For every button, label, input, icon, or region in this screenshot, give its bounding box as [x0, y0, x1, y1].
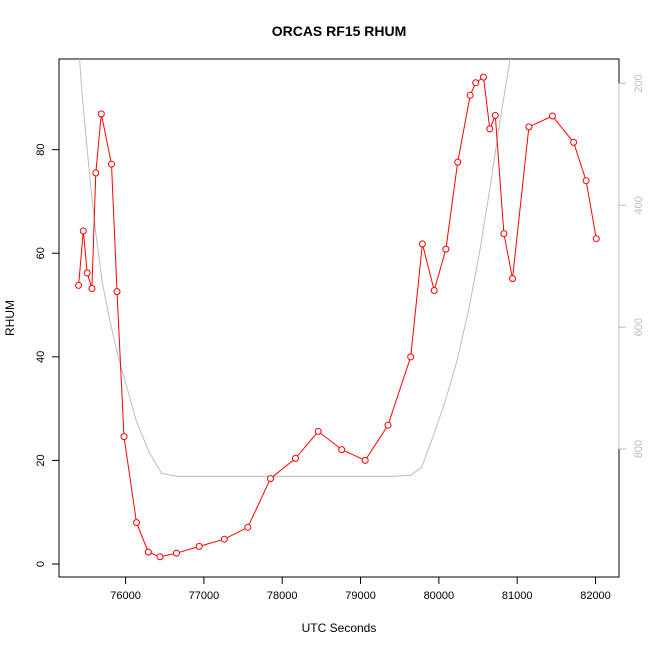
secondary-tick-label: 800 — [633, 440, 645, 458]
x-tick-label: 82000 — [580, 590, 611, 602]
rhum-data-point — [548, 112, 556, 120]
rhum-data-point — [195, 542, 203, 550]
rhum-data-point — [361, 456, 369, 464]
rhum-data-point — [133, 519, 140, 527]
rhum-series-line — [78, 76, 597, 558]
rhum-data-point — [407, 353, 415, 361]
x-tick-label: 77000 — [189, 590, 220, 602]
x-axis-label: UTC Seconds — [302, 621, 377, 635]
rhum-data-point — [75, 281, 83, 289]
rhum-data-point — [97, 110, 105, 118]
rhum-data-point — [466, 91, 474, 99]
series-layer — [75, 73, 600, 561]
secondary-layer — [79, 59, 511, 477]
rhum-data-point — [144, 548, 152, 556]
axes-layer: 76000 77000 78000 79000 80000 81000 82000 0 20 40… — [35, 74, 645, 602]
y-tick-label-0: 0 — [35, 561, 47, 567]
rhum-data-point — [244, 523, 252, 531]
x-tick-label: 81000 — [502, 590, 533, 602]
rhum-data-point — [430, 287, 438, 294]
rhum-data-point — [173, 549, 180, 557]
rhum-data-point — [384, 421, 392, 429]
y-tick-label-60: 60 — [35, 247, 47, 259]
rhum-data-point — [480, 73, 487, 81]
y-tick-label-20: 20 — [35, 454, 47, 466]
rhum-data-point — [108, 160, 115, 168]
rhum-data-point — [267, 475, 274, 483]
secondary-tick-label: 200 — [633, 74, 645, 92]
rhum-data-point — [120, 433, 128, 441]
rhum-data-point — [570, 138, 578, 146]
rhum-data-point — [156, 553, 164, 561]
rhum-data-point — [338, 446, 346, 454]
rhum-data-point — [88, 285, 96, 292]
chart-title: ORCAS RF15 RHUM — [272, 23, 407, 39]
rhum-data-point — [592, 235, 600, 243]
y-tick-label-80: 80 — [35, 144, 47, 156]
x-tick-label: 76000 — [110, 590, 141, 602]
rhum-data-point — [582, 177, 590, 185]
y-axis-label: RHUM — [3, 300, 17, 336]
rhum-data-point — [525, 123, 533, 131]
rhum-data-point — [442, 245, 450, 253]
rhum-data-point — [472, 79, 480, 87]
rhum-data-point — [113, 288, 121, 296]
secondary-tick-label: 400 — [633, 196, 645, 214]
rhum-data-point — [486, 125, 494, 133]
rhum-data-point — [418, 240, 426, 248]
rhum-data-point — [292, 454, 299, 462]
secondary-series-line — [79, 59, 511, 477]
x-tick-label: 80000 — [424, 590, 455, 602]
rhum-data-point — [220, 535, 228, 543]
rhum-data-point — [500, 230, 508, 238]
rhum-data-point — [92, 169, 100, 177]
y-tick-label-40: 40 — [35, 351, 47, 363]
rhum-data-point — [314, 427, 322, 435]
x-tick-label: 79000 — [345, 590, 376, 602]
x-tick-label: 78000 — [267, 590, 298, 602]
rhum-data-point — [509, 275, 516, 283]
rhum-data-point — [491, 112, 499, 119]
plot-frame — [58, 58, 620, 578]
rhum-data-point — [454, 158, 462, 166]
rhum-data-point — [79, 227, 87, 235]
rhum-data-point — [83, 269, 91, 277]
secondary-tick-label: 600 — [633, 318, 645, 336]
